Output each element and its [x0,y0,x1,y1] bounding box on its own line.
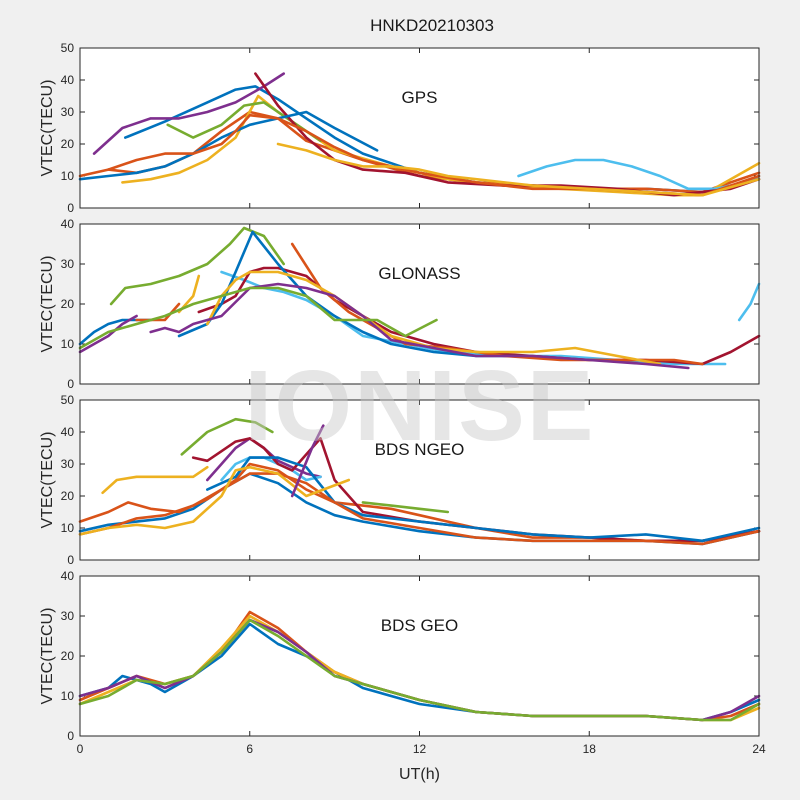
y-tick-label: 10 [61,169,75,183]
y-tick-label: 30 [61,609,75,623]
x-tick-label: 18 [583,742,597,756]
y-tick-label: 40 [61,425,75,439]
x-axis-label: UT(h) [399,766,440,783]
y-tick-label: 10 [61,521,75,535]
y-tick-label: 20 [61,649,75,663]
y-tick-label: 20 [61,297,75,311]
series-line [78,314,138,354]
series-line [78,618,761,722]
plot-frame [79,575,760,737]
plot-area [80,48,759,208]
y-tick-label: 50 [61,41,75,55]
series-line [737,282,761,322]
plot-area [80,576,759,736]
y-axis-label: VTEC(TECU) [39,80,56,177]
y-tick-label: 30 [61,105,75,119]
y-tick-label: 0 [67,377,74,391]
series-line [220,456,322,482]
series-line [206,456,761,543]
series-line [92,72,285,155]
series-line [78,286,438,350]
y-tick-label: 10 [61,337,75,351]
panel-label: GLONASS [378,264,460,283]
x-tick-label: 24 [752,742,766,756]
series-line [149,282,690,370]
y-tick-label: 20 [61,489,75,503]
series-line [78,110,379,181]
y-tick-label: 0 [67,729,74,743]
y-axis-label: VTEC(TECU) [39,432,56,529]
plot-frame [79,223,760,385]
y-tick-label: 40 [61,569,75,583]
y-tick-label: 0 [67,553,74,567]
plot-frame [79,399,760,561]
series-line [276,142,761,197]
y-tick-label: 30 [61,257,75,271]
series-line [78,465,351,536]
series-line [254,72,761,197]
chart-title: HNKD20210303 [370,16,494,35]
series-line [290,424,325,498]
y-tick-label: 30 [61,457,75,471]
series-line [361,501,450,514]
plot-frame [79,47,760,209]
series-line [101,465,209,495]
y-tick-label: 0 [67,201,74,215]
panel-label: BDS NGEO [375,440,465,459]
x-tick-label: 12 [413,742,427,756]
y-tick-label: 20 [61,137,75,151]
watermark: IONISE [245,350,596,462]
y-axis-label: VTEC(TECU) [39,256,56,353]
series-line [180,417,274,456]
panel-label: BDS GEO [381,616,458,635]
panel-glonass: 0 10 20 30 40 GLONASS VTEC(TECU) [39,217,761,391]
y-tick-label: 10 [61,689,75,703]
panel-bds-ngeo: 0 10 20 30 40 50 BDS NGEO VTEC(TECU) [39,393,761,567]
x-tick-label: 0 [77,742,84,756]
chart-panels: 0 10 20 30 40 50 GPS VTEC(TECU) 0 10 20 30 40 GLONASS… [39,41,766,783]
panel-bds-geo: 0 10 20 30 40 BDS GEO VTEC(TECU) 0 6 12 18 24 UT(h) [39,569,766,783]
series-line [109,226,285,306]
panel-gps: 0 10 20 30 40 50 GPS VTEC(TECU) [39,41,761,215]
x-tick-label: 6 [246,742,253,756]
y-tick-label: 40 [61,217,75,231]
panel-label: GPS [402,88,438,107]
y-axis-label: VTEC(TECU) [39,608,56,705]
series-line [78,472,761,546]
y-tick-label: 40 [61,73,75,87]
y-tick-label: 50 [61,393,75,407]
